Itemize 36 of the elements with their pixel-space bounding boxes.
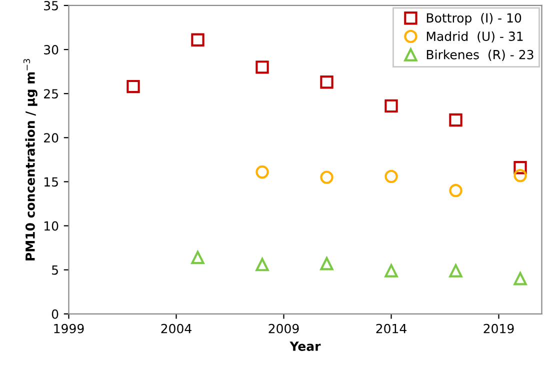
- y-tick-label: 10: [44, 221, 58, 231]
- point: [514, 272, 527, 286]
- point: [256, 165, 269, 179]
- y-tick-label: 20: [44, 133, 58, 143]
- legend-label: Birkenes (R) - 23: [426, 50, 534, 61]
- point: [449, 184, 462, 198]
- point: [384, 264, 398, 278]
- point: [320, 257, 334, 270]
- y-tick-label: 0: [52, 309, 58, 319]
- x-axis-title: Year: [290, 342, 321, 351]
- x-tick-label: 2014: [376, 324, 406, 334]
- x-tick-label: 2004: [161, 324, 192, 334]
- y-tick-label: 15: [44, 177, 58, 187]
- y-tick-label: 30: [44, 45, 58, 54]
- point: [384, 170, 398, 184]
- point: [126, 80, 140, 94]
- point: [191, 33, 204, 46]
- legend-label: Madrid (U) - 31: [426, 31, 523, 42]
- point: [256, 258, 269, 272]
- point: [449, 264, 462, 278]
- y-axis-title: PM10 concentration / µg m$^{−3}$: [23, 59, 38, 260]
- y-tick-label: 5: [52, 265, 58, 275]
- x-tick-label: 2019: [484, 324, 514, 334]
- legend-label: Bottrop (I) - 10: [426, 12, 522, 26]
- y-tick-label: 25: [44, 89, 58, 99]
- point: [514, 168, 527, 182]
- point: [449, 113, 462, 127]
- point: [320, 170, 334, 184]
- point: [256, 60, 269, 74]
- point: [384, 99, 398, 113]
- x-tick-label: 1999: [54, 324, 84, 334]
- point: [191, 250, 204, 264]
- y-tick-label: 35: [44, 0, 58, 10]
- point: [514, 161, 527, 174]
- point: [320, 76, 334, 89]
- x-tick-label: 2009: [268, 324, 299, 334]
